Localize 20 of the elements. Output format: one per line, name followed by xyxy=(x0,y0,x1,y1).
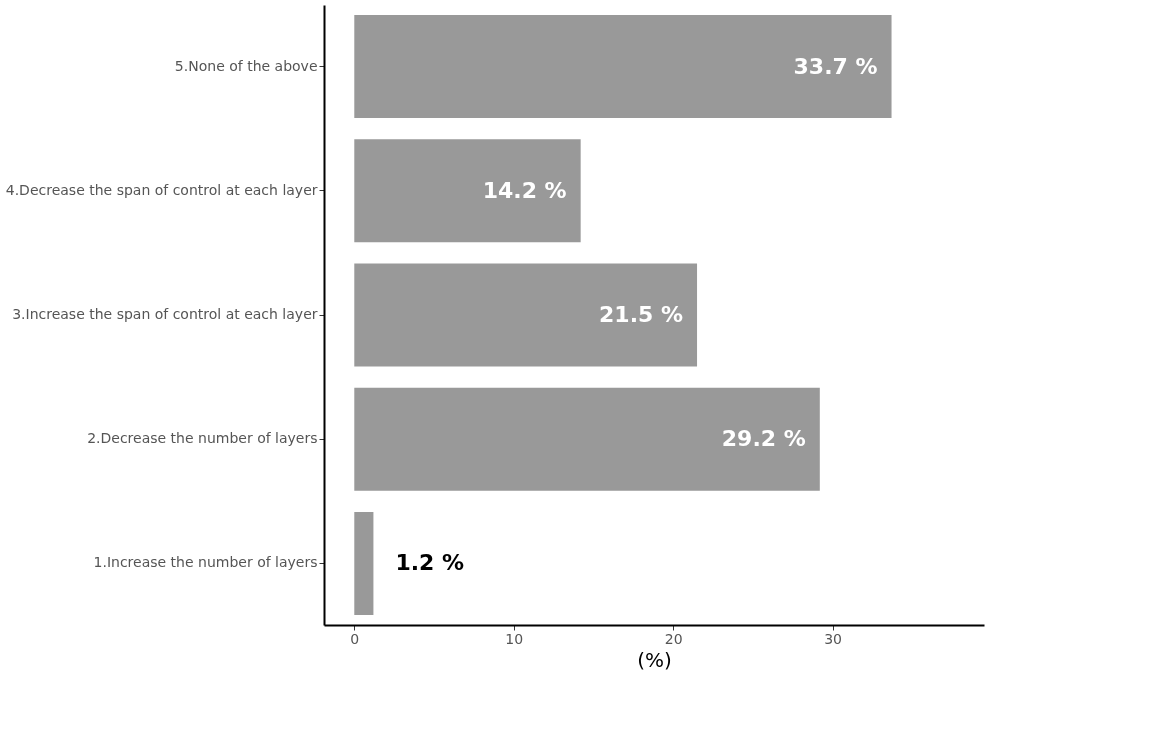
y-tick-label: 5.None of the above xyxy=(174,57,318,74)
bar xyxy=(354,387,820,491)
y-tick-label: 1.Increase the number of layers xyxy=(93,554,318,571)
y-tick-label: 4.Decrease the span of control at each layer xyxy=(5,181,318,198)
x-tick-label: 20 xyxy=(664,630,683,647)
bar xyxy=(354,263,698,367)
x-axis-title: (%) xyxy=(637,647,672,672)
x-tick-label: 30 xyxy=(824,630,842,647)
data-label: 21.5 % xyxy=(599,302,684,327)
bar xyxy=(354,139,581,243)
y-tick-label: 3.Increase the span of control at each layer xyxy=(12,306,318,322)
bar xyxy=(354,14,892,119)
x-tick-label: 0 xyxy=(350,630,360,647)
data-label: 1.2 % xyxy=(395,550,465,576)
data-label: 29.2 % xyxy=(721,426,806,452)
bar xyxy=(354,511,374,616)
data-label: 14.2 % xyxy=(482,177,567,203)
x-tick-label: 10 xyxy=(505,630,524,647)
data-label: 33.7 % xyxy=(793,53,878,79)
y-tick-label: 2.Decrease the number of layers xyxy=(87,430,318,447)
